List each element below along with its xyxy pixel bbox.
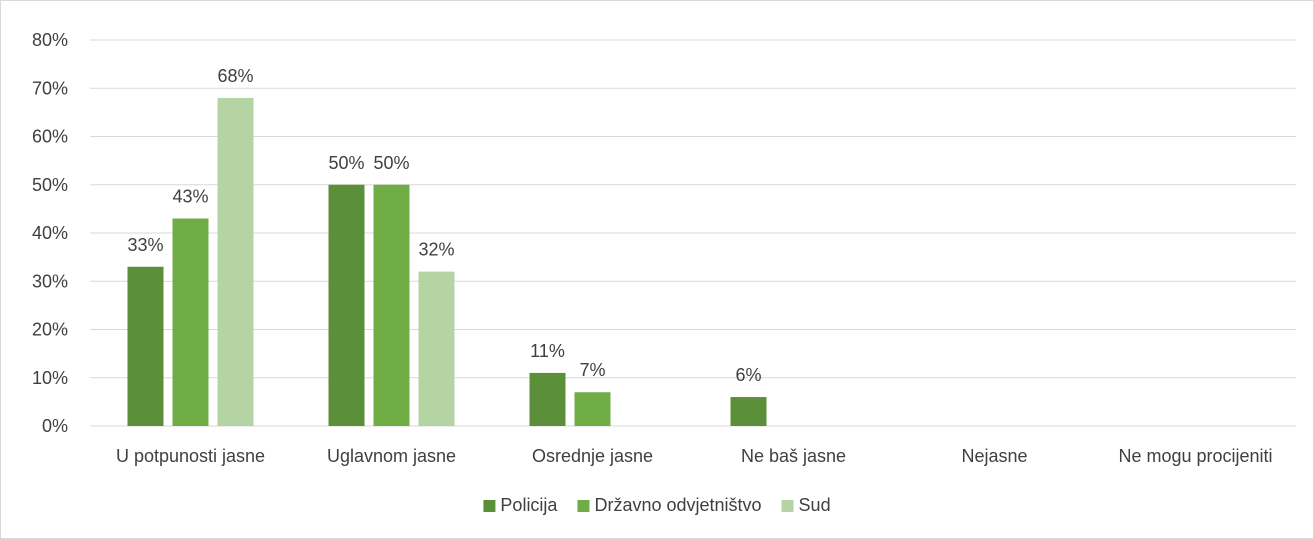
bar-sud-1 bbox=[418, 271, 455, 426]
legend-label: Sud bbox=[799, 495, 831, 515]
bar-državno-odvjetništvo-1 bbox=[373, 184, 410, 426]
data-labels: 33% 50% 11% 6% 43% 50% 7% 68% 32% bbox=[127, 66, 761, 385]
x-category-label: Ne baš jasne bbox=[741, 446, 846, 466]
data-label: 50% bbox=[328, 153, 364, 173]
y-tick-label: 10% bbox=[32, 368, 68, 388]
data-label: 33% bbox=[127, 235, 163, 255]
y-tick-label: 60% bbox=[32, 127, 68, 147]
gridlines bbox=[90, 39, 1296, 427]
bar-državno-odvjetništvo-0 bbox=[172, 218, 209, 426]
x-category-label: Nejasne bbox=[961, 446, 1027, 466]
y-tick-label: 30% bbox=[32, 271, 68, 291]
bar-sud-0 bbox=[217, 97, 254, 427]
y-tick-label: 50% bbox=[32, 175, 68, 195]
bar-državno-odvjetništvo-2 bbox=[574, 392, 611, 426]
legend-swatch bbox=[781, 500, 794, 512]
y-tick-label: 0% bbox=[42, 416, 68, 436]
y-tick-label: 80% bbox=[32, 30, 68, 50]
data-label: 50% bbox=[373, 153, 409, 173]
bar-policija-3 bbox=[730, 397, 767, 426]
y-tick-label: 20% bbox=[32, 320, 68, 340]
bar-policija-2 bbox=[529, 372, 566, 426]
bars bbox=[127, 97, 767, 427]
legend-swatch bbox=[483, 500, 496, 512]
bar-policija-0 bbox=[127, 266, 164, 426]
x-axis-categories: U potpunosti jasne Uglavnom jasne Osrednje… bbox=[116, 446, 1273, 466]
y-tick-label: 70% bbox=[32, 78, 68, 98]
x-category-label: Uglavnom jasne bbox=[327, 446, 456, 466]
legend-label: Policija bbox=[500, 495, 558, 515]
data-label: 68% bbox=[217, 66, 253, 86]
y-axis-ticks: 0% 10% 20% 30% 40% 50% 60% 70% 80% bbox=[32, 30, 68, 436]
data-label: 11% bbox=[530, 341, 565, 361]
x-category-label: Osrednje jasne bbox=[532, 446, 653, 466]
data-label: 6% bbox=[735, 365, 761, 385]
data-label: 7% bbox=[579, 360, 605, 380]
x-category-label: U potpunosti jasne bbox=[116, 446, 265, 466]
y-tick-label: 40% bbox=[32, 223, 68, 243]
bar-policija-1 bbox=[328, 184, 365, 426]
x-category-label: Ne mogu procijeniti bbox=[1118, 446, 1272, 466]
legend: Policija Državno odvjetništvo Sud bbox=[483, 495, 831, 515]
legend-swatch bbox=[577, 500, 590, 512]
data-label: 43% bbox=[172, 187, 208, 207]
legend-label: Državno odvjetništvo bbox=[594, 495, 761, 515]
data-label: 32% bbox=[418, 240, 454, 260]
